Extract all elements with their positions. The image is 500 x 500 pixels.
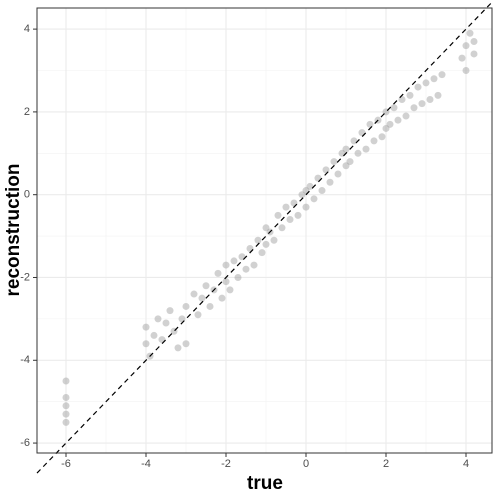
- panel: [37, 8, 492, 453]
- point: [222, 278, 230, 286]
- point: [226, 286, 234, 294]
- point: [402, 112, 410, 120]
- point: [470, 50, 478, 58]
- point: [462, 67, 470, 75]
- point: [206, 302, 214, 310]
- point: [458, 54, 466, 62]
- point: [370, 137, 378, 145]
- point: [346, 158, 354, 166]
- point: [234, 273, 242, 281]
- x-tick-label: 0: [303, 458, 309, 470]
- point: [426, 95, 434, 103]
- point: [250, 261, 258, 269]
- point: [162, 319, 170, 327]
- point: [142, 340, 150, 348]
- point: [342, 145, 350, 153]
- point: [418, 100, 426, 108]
- point: [334, 170, 342, 178]
- point: [298, 191, 306, 199]
- point: [362, 145, 370, 153]
- point: [414, 83, 422, 91]
- reference-line: [36, 1, 493, 474]
- point: [466, 29, 474, 37]
- point: [422, 79, 430, 87]
- point: [254, 236, 262, 244]
- point: [150, 331, 158, 339]
- point: [310, 195, 318, 203]
- y-tick-label: -2: [20, 271, 30, 283]
- y-tick-label: 4: [24, 23, 30, 35]
- panel-border: [36, 7, 493, 454]
- point: [318, 187, 326, 195]
- point: [194, 311, 202, 319]
- point: [294, 211, 302, 219]
- point: [242, 265, 250, 273]
- point: [382, 124, 390, 132]
- point: [330, 158, 338, 166]
- point: [258, 249, 266, 257]
- point: [430, 75, 438, 83]
- x-tick-label: 4: [463, 458, 469, 470]
- x-tick-label: -6: [61, 458, 71, 470]
- point: [262, 224, 270, 232]
- point: [286, 216, 294, 224]
- point: [270, 236, 278, 244]
- point: [174, 344, 182, 352]
- y-tick-label: 0: [24, 189, 30, 201]
- point: [198, 294, 206, 302]
- point: [470, 38, 478, 46]
- y-tick-label: -6: [20, 437, 30, 449]
- point: [434, 91, 442, 99]
- point: [278, 224, 286, 232]
- point: [154, 315, 162, 323]
- y-tick-label: -4: [20, 354, 30, 366]
- point: [342, 162, 350, 170]
- point: [62, 377, 70, 385]
- point: [182, 340, 190, 348]
- point: [390, 104, 398, 112]
- x-tick-label: 2: [383, 458, 389, 470]
- point: [366, 120, 374, 128]
- point: [394, 116, 402, 124]
- point: [306, 182, 314, 190]
- point: [274, 211, 282, 219]
- x-tick-label: -2: [221, 458, 231, 470]
- point: [230, 257, 238, 265]
- point: [302, 203, 310, 211]
- x-tick-label: -4: [141, 458, 151, 470]
- point: [166, 307, 174, 315]
- point: [190, 290, 198, 298]
- point: [214, 269, 222, 277]
- point: [462, 42, 470, 50]
- y-tick-label: 2: [24, 106, 30, 118]
- point: [62, 410, 70, 418]
- point: [218, 294, 226, 302]
- point: [182, 302, 190, 310]
- point: [62, 394, 70, 402]
- point: [386, 120, 394, 128]
- point: [326, 178, 334, 186]
- point: [410, 104, 418, 112]
- point: [62, 418, 70, 426]
- point: [142, 323, 150, 331]
- y-axis-title: reconstruction: [3, 163, 24, 296]
- point: [62, 402, 70, 410]
- point: [202, 282, 210, 290]
- point: [354, 149, 362, 157]
- point: [438, 71, 446, 79]
- point: [282, 203, 290, 211]
- point: [378, 133, 386, 141]
- x-axis-title: true: [247, 473, 283, 494]
- point: [262, 240, 270, 248]
- point: [406, 91, 414, 99]
- point: [222, 261, 230, 269]
